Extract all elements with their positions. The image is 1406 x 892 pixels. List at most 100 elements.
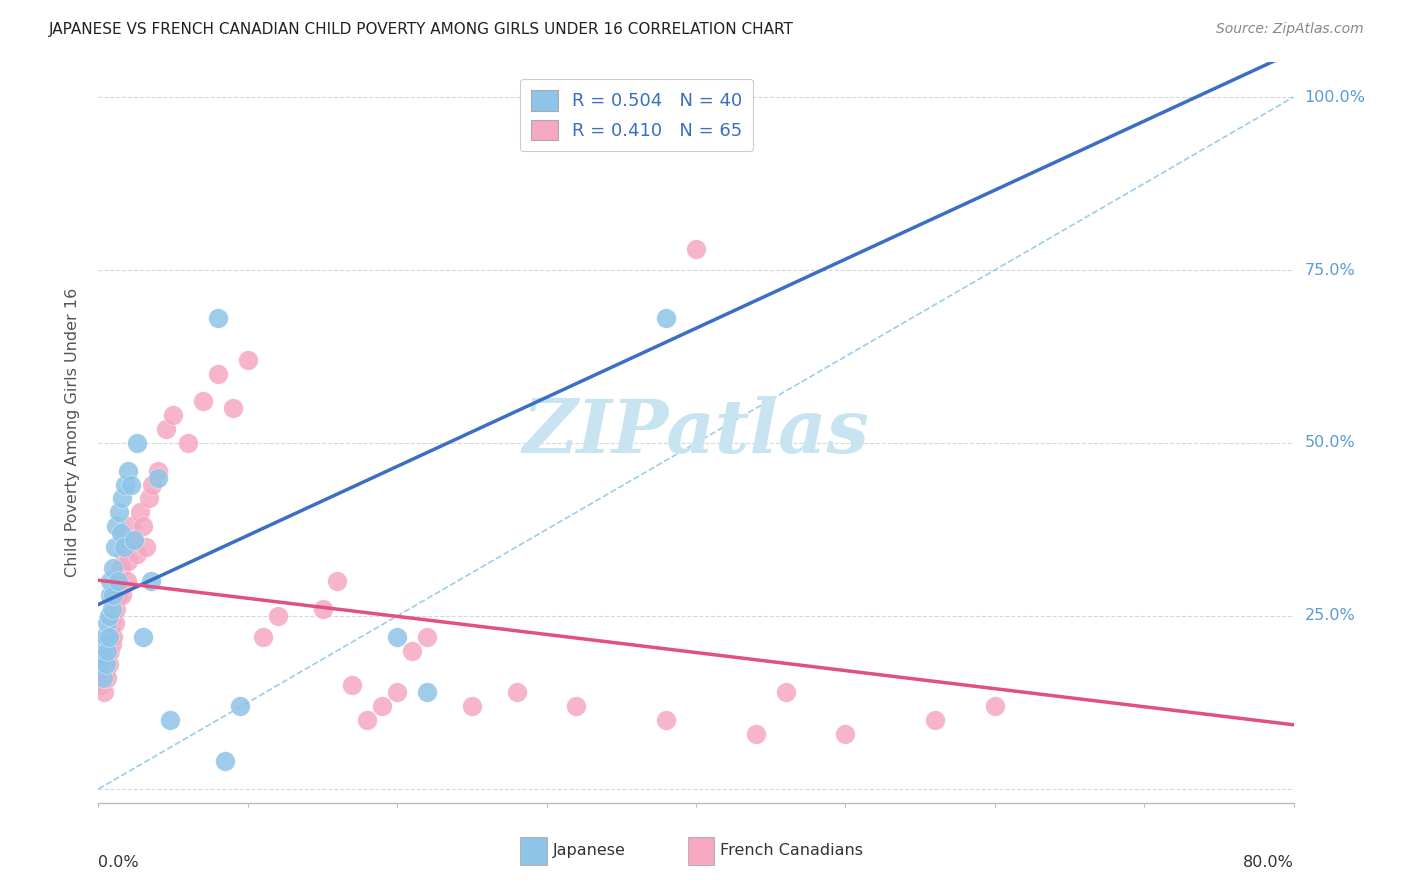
Point [105, 519, 128, 533]
Point [96, 671, 118, 685]
Point [103, 630, 125, 644]
Point [107, 588, 129, 602]
Text: Source: ZipAtlas.com: Source: ZipAtlas.com [1216, 22, 1364, 37]
Point [685, 242, 707, 256]
Point [91, 650, 114, 665]
Text: 75.0%: 75.0% [1305, 262, 1355, 277]
Point [110, 525, 132, 540]
Point [96, 643, 118, 657]
Text: 80.0%: 80.0% [1243, 855, 1294, 870]
Point [191, 394, 214, 409]
Point [117, 464, 139, 478]
Point [222, 401, 245, 416]
Text: Japanese: Japanese [553, 844, 626, 858]
Point [155, 422, 177, 436]
Point [135, 540, 157, 554]
Point [112, 540, 135, 554]
Point [129, 505, 152, 519]
Text: French Canadians: French Canadians [720, 844, 863, 858]
Text: JAPANESE VS FRENCH CANADIAN CHILD POVERTY AMONG GIRLS UNDER 16 CORRELATION CHART: JAPANESE VS FRENCH CANADIAN CHILD POVERT… [49, 22, 794, 37]
Point [101, 602, 124, 616]
Point [124, 533, 146, 547]
Point [97, 630, 120, 644]
Point [127, 547, 149, 561]
Point [112, 547, 135, 561]
Text: ZIPatlas: ZIPatlas [523, 396, 869, 469]
Point [89, 657, 111, 672]
Point [94, 630, 117, 644]
Point [655, 713, 678, 727]
Point [94, 665, 117, 679]
Point [177, 436, 200, 450]
Point [342, 678, 364, 692]
Point [97, 609, 120, 624]
Point [267, 609, 290, 624]
Text: 100.0%: 100.0% [1305, 89, 1365, 104]
Point [98, 623, 122, 637]
Point [326, 574, 349, 589]
Point [138, 491, 160, 506]
Point [148, 464, 170, 478]
Point [89, 637, 111, 651]
Point [93, 630, 115, 644]
Point [120, 519, 142, 533]
Point [385, 685, 409, 699]
Point [94, 657, 117, 672]
Point [120, 477, 142, 491]
Point [93, 657, 115, 672]
Y-axis label: Child Poverty Among Girls Under 16: Child Poverty Among Girls Under 16 [65, 288, 80, 577]
Point [91, 637, 114, 651]
Point [98, 588, 122, 602]
Point [107, 574, 129, 589]
Point [104, 615, 127, 630]
Point [117, 554, 139, 568]
Point [356, 713, 378, 727]
Point [105, 602, 128, 616]
Point [132, 519, 155, 533]
Point [924, 713, 946, 727]
FancyBboxPatch shape [688, 837, 714, 865]
Point [775, 685, 797, 699]
Point [91, 671, 114, 685]
Point [115, 574, 138, 589]
Point [96, 615, 118, 630]
Text: 25.0%: 25.0% [1305, 608, 1355, 624]
Point [114, 477, 136, 491]
Point [103, 609, 125, 624]
Point [655, 311, 678, 326]
Point [506, 685, 529, 699]
Point [207, 367, 229, 381]
Point [132, 630, 155, 644]
Point [110, 560, 132, 574]
Point [108, 505, 131, 519]
Point [834, 726, 856, 740]
Point [229, 698, 252, 713]
Point [98, 643, 122, 657]
Point [108, 574, 131, 589]
Point [159, 713, 181, 727]
Point [90, 678, 112, 692]
Point [98, 574, 122, 589]
Point [385, 630, 409, 644]
Legend: R = 0.504   N = 40, R = 0.410   N = 65: R = 0.504 N = 40, R = 0.410 N = 65 [520, 78, 754, 152]
Point [97, 657, 120, 672]
Point [89, 665, 111, 679]
Point [984, 698, 1007, 713]
Point [461, 698, 484, 713]
Point [127, 436, 149, 450]
Point [91, 671, 114, 685]
Point [214, 754, 236, 768]
Point [207, 311, 229, 326]
Point [141, 477, 163, 491]
Point [252, 630, 274, 644]
Point [93, 650, 115, 665]
Point [371, 698, 394, 713]
Point [97, 630, 120, 644]
Point [101, 637, 124, 651]
Point [162, 409, 184, 423]
Point [416, 685, 439, 699]
Point [124, 533, 146, 547]
Point [139, 574, 162, 589]
Point [90, 643, 112, 657]
Point [104, 540, 127, 554]
